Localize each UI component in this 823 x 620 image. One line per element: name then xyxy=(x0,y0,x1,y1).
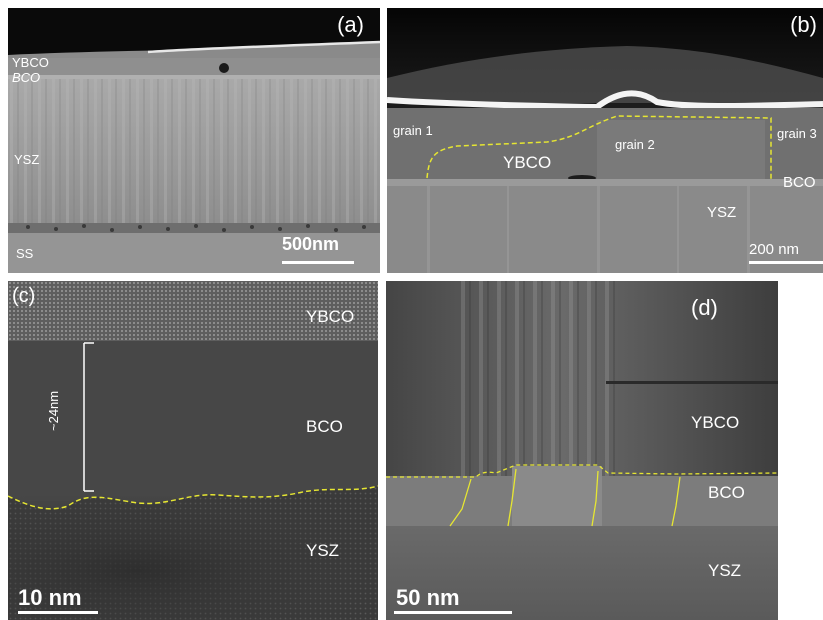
panel-a-ss-label: SS xyxy=(16,246,34,261)
panel-d-bco-label: BCO xyxy=(708,483,745,502)
panel-d-micrograph xyxy=(386,281,778,620)
panel-a-scalebar-label: 500nm xyxy=(282,234,340,254)
panel-d-scalebar-label: 50 nm xyxy=(396,585,460,610)
panel-b-grain3-label: grain 3 xyxy=(777,126,817,141)
panel-c-thickness-label: ~24nm xyxy=(46,390,61,431)
panel-c-label: (c) xyxy=(12,285,36,307)
panel-c-bco-label: BCO xyxy=(306,417,343,436)
panel-d-label: (d) xyxy=(691,295,718,320)
panel-a-ysz-label: YSZ xyxy=(14,152,40,167)
panel-b-scalebar-label: 200 nm xyxy=(749,241,800,258)
panel-c-ysz-label: YSZ xyxy=(306,541,340,560)
panel-c-ybco-label: YBCO xyxy=(306,307,355,326)
panel-b-bco-label: BCO xyxy=(783,174,816,191)
panel-b-ysz-label: YSZ xyxy=(707,204,737,221)
panel-d-ysz-label: YSZ xyxy=(708,561,742,580)
panel-b-grain2-label: grain 2 xyxy=(615,137,655,152)
panel-a-micrograph xyxy=(8,8,380,273)
panel-c-scalebar-label: 10 nm xyxy=(18,585,82,610)
panel-c-micrograph xyxy=(8,281,378,620)
panel-c: (c) YBCO BCO YSZ ~24nm 10 nm xyxy=(8,281,378,620)
panel-c-scalebar xyxy=(18,611,98,614)
panel-b-scalebar xyxy=(749,261,823,264)
panel-d-ybco-label: YBCO xyxy=(691,413,740,432)
panel-b-micrograph xyxy=(387,8,823,273)
panel-b-ybco-label: YBCO xyxy=(503,153,552,172)
panel-b-label: (b) xyxy=(790,12,817,37)
panel-d: (d) YBCO BCO YSZ 50 nm xyxy=(386,281,778,620)
panel-a: (a) YBCO BCO YSZ SS 500nm xyxy=(8,8,380,273)
panel-a-bco-label: BCO xyxy=(12,70,41,85)
panel-a-ybco-label: YBCO xyxy=(12,55,49,70)
panel-b-grain1-label: grain 1 xyxy=(393,123,433,138)
panel-a-scalebar xyxy=(282,261,354,264)
panel-a-label: (a) xyxy=(337,12,364,37)
panel-b: (b) grain 1 grain 2 grain 3 YBCO BCO YSZ… xyxy=(387,8,823,273)
panel-d-scalebar xyxy=(394,611,512,614)
